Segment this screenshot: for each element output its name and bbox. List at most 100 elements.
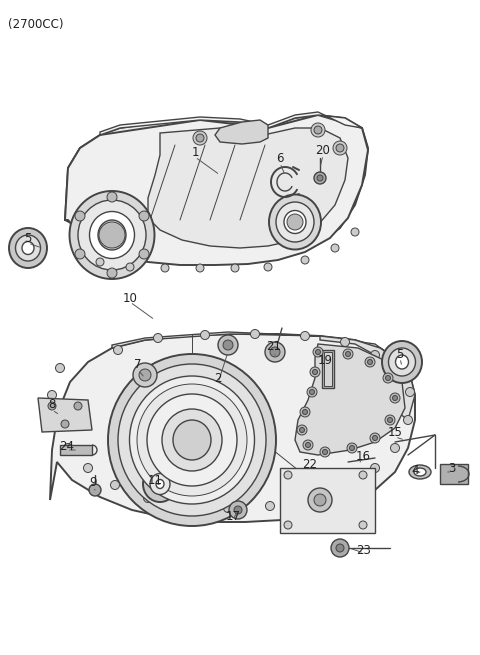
Ellipse shape bbox=[156, 479, 164, 489]
Ellipse shape bbox=[276, 202, 314, 242]
Circle shape bbox=[331, 244, 339, 252]
Ellipse shape bbox=[118, 364, 266, 516]
Circle shape bbox=[180, 502, 190, 510]
Circle shape bbox=[113, 345, 122, 354]
Circle shape bbox=[270, 347, 280, 357]
Text: 23: 23 bbox=[357, 544, 372, 557]
Circle shape bbox=[110, 481, 120, 489]
Polygon shape bbox=[112, 332, 398, 360]
Circle shape bbox=[196, 134, 204, 142]
Circle shape bbox=[107, 268, 117, 278]
Circle shape bbox=[305, 443, 311, 447]
Circle shape bbox=[96, 258, 104, 266]
Circle shape bbox=[313, 347, 323, 357]
Circle shape bbox=[301, 256, 309, 264]
Circle shape bbox=[139, 211, 149, 221]
Circle shape bbox=[264, 263, 272, 271]
Text: 10: 10 bbox=[122, 291, 137, 305]
Circle shape bbox=[323, 449, 327, 455]
Circle shape bbox=[84, 464, 93, 472]
Ellipse shape bbox=[382, 341, 422, 383]
Polygon shape bbox=[295, 344, 405, 455]
Circle shape bbox=[359, 521, 367, 529]
Text: 20: 20 bbox=[315, 143, 330, 157]
Circle shape bbox=[372, 436, 377, 441]
Bar bbox=[440, 464, 468, 484]
Circle shape bbox=[75, 249, 85, 259]
Circle shape bbox=[359, 471, 367, 479]
Circle shape bbox=[314, 126, 322, 134]
Circle shape bbox=[368, 360, 372, 364]
Text: 5: 5 bbox=[396, 348, 404, 362]
Circle shape bbox=[340, 481, 349, 489]
Circle shape bbox=[308, 488, 332, 512]
Circle shape bbox=[201, 331, 209, 339]
Ellipse shape bbox=[98, 220, 126, 250]
Polygon shape bbox=[65, 120, 282, 244]
Circle shape bbox=[383, 373, 393, 383]
Ellipse shape bbox=[150, 474, 170, 495]
Circle shape bbox=[75, 211, 85, 221]
Circle shape bbox=[314, 494, 326, 506]
Circle shape bbox=[404, 415, 412, 424]
Ellipse shape bbox=[409, 465, 431, 479]
Ellipse shape bbox=[78, 200, 146, 270]
Text: 17: 17 bbox=[226, 510, 240, 523]
Circle shape bbox=[349, 445, 355, 451]
Text: 6: 6 bbox=[276, 151, 284, 164]
Ellipse shape bbox=[130, 376, 254, 504]
Circle shape bbox=[265, 502, 275, 510]
Circle shape bbox=[311, 123, 325, 137]
Circle shape bbox=[371, 464, 380, 472]
Circle shape bbox=[161, 264, 169, 272]
Polygon shape bbox=[228, 115, 368, 255]
Circle shape bbox=[406, 388, 415, 396]
Circle shape bbox=[390, 393, 400, 403]
Circle shape bbox=[333, 141, 347, 155]
Circle shape bbox=[284, 521, 292, 529]
Circle shape bbox=[310, 390, 314, 394]
Circle shape bbox=[310, 367, 320, 377]
Text: 3: 3 bbox=[448, 462, 456, 474]
Bar bbox=[322, 350, 334, 388]
Text: 5: 5 bbox=[24, 231, 32, 244]
Circle shape bbox=[231, 264, 239, 272]
Circle shape bbox=[312, 369, 317, 375]
Ellipse shape bbox=[137, 384, 247, 496]
Circle shape bbox=[305, 493, 314, 502]
Circle shape bbox=[74, 402, 82, 410]
Ellipse shape bbox=[22, 242, 34, 255]
Circle shape bbox=[284, 471, 292, 479]
Bar bbox=[60, 445, 92, 455]
Ellipse shape bbox=[162, 409, 222, 471]
Ellipse shape bbox=[396, 355, 408, 369]
Circle shape bbox=[48, 402, 56, 410]
Circle shape bbox=[139, 369, 151, 381]
Text: (2700CC): (2700CC) bbox=[8, 18, 63, 31]
Circle shape bbox=[317, 175, 323, 181]
Text: 24: 24 bbox=[60, 441, 74, 453]
Polygon shape bbox=[50, 334, 415, 522]
Circle shape bbox=[56, 364, 64, 373]
Circle shape bbox=[63, 443, 72, 453]
Circle shape bbox=[235, 125, 249, 139]
Circle shape bbox=[223, 340, 233, 350]
Circle shape bbox=[385, 375, 391, 381]
Polygon shape bbox=[38, 398, 92, 432]
Circle shape bbox=[346, 352, 350, 356]
Circle shape bbox=[336, 544, 344, 552]
Circle shape bbox=[336, 144, 344, 152]
Circle shape bbox=[314, 172, 326, 184]
Circle shape bbox=[50, 417, 60, 426]
Circle shape bbox=[393, 396, 397, 400]
Circle shape bbox=[61, 420, 69, 428]
Circle shape bbox=[229, 501, 247, 519]
Circle shape bbox=[365, 357, 375, 367]
Ellipse shape bbox=[284, 210, 306, 233]
Circle shape bbox=[302, 409, 308, 415]
Circle shape bbox=[107, 192, 117, 202]
Circle shape bbox=[287, 214, 303, 230]
Polygon shape bbox=[320, 336, 415, 420]
Text: 11: 11 bbox=[147, 474, 163, 487]
Bar bbox=[324, 352, 332, 386]
